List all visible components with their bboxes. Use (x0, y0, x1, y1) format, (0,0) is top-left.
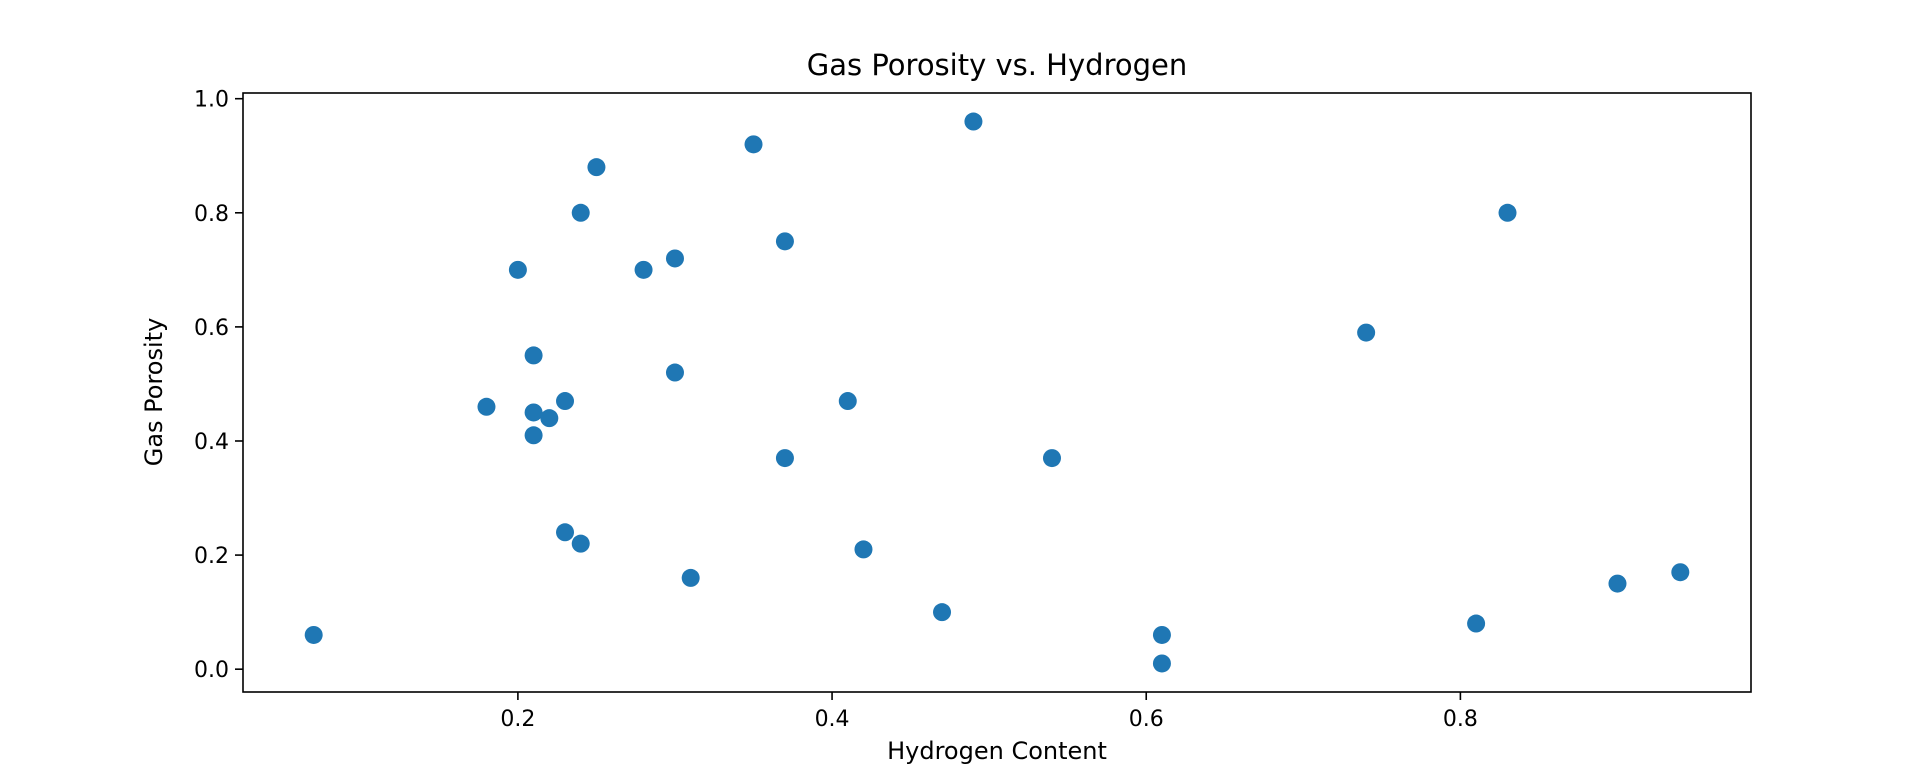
data-point (571, 203, 590, 222)
data-point (1042, 449, 1061, 468)
x-tick-label: 0.6 (1129, 707, 1164, 732)
x-tick-label: 0.4 (815, 707, 850, 732)
data-point (587, 158, 606, 177)
data-point (556, 523, 575, 542)
data-point (1152, 625, 1171, 644)
data-point (665, 249, 684, 268)
x-tick-label: 0.8 (1443, 707, 1478, 732)
x-axis: 0.2 0.4 0.6 0.8 (500, 692, 1478, 732)
y-tick-label: 0.6 (194, 316, 229, 341)
data-point (524, 426, 543, 445)
data-point (854, 540, 873, 559)
y-tick-label: 0.8 (194, 202, 229, 227)
x-axis-label: Hydrogen Content (887, 737, 1107, 765)
data-point (744, 135, 763, 154)
data-point (304, 625, 323, 644)
axes-frame (242, 92, 1752, 693)
data-point (556, 392, 575, 411)
data-point (1608, 574, 1627, 593)
data-point (665, 363, 684, 382)
data-point (571, 534, 590, 553)
plot-area (304, 112, 1690, 673)
data-point (508, 260, 527, 279)
y-axis-label: Gas Porosity (140, 318, 168, 467)
data-point (634, 260, 653, 279)
x-tick-label: 0.2 (500, 707, 535, 732)
data-point (1467, 614, 1486, 633)
data-point (681, 568, 700, 587)
data-point (1357, 323, 1376, 342)
y-tick-label: 1.0 (194, 88, 229, 113)
y-axis: 0.0 0.2 0.4 0.6 0.8 1.0 (194, 88, 243, 683)
data-point (477, 397, 496, 416)
data-point (1671, 563, 1690, 582)
y-tick-label: 0.4 (194, 430, 229, 455)
data-point (964, 112, 983, 131)
data-point (775, 449, 794, 468)
data-point (775, 232, 794, 251)
y-tick-label: 0.0 (194, 658, 229, 683)
data-point (838, 392, 857, 411)
chart-title: Gas Porosity vs. Hydrogen (807, 48, 1187, 82)
data-point (540, 409, 559, 428)
data-point (524, 346, 543, 365)
data-point (1152, 654, 1171, 673)
data-point (933, 603, 952, 622)
data-point (1498, 203, 1517, 222)
y-tick-label: 0.2 (194, 544, 229, 569)
data-point (524, 403, 543, 422)
